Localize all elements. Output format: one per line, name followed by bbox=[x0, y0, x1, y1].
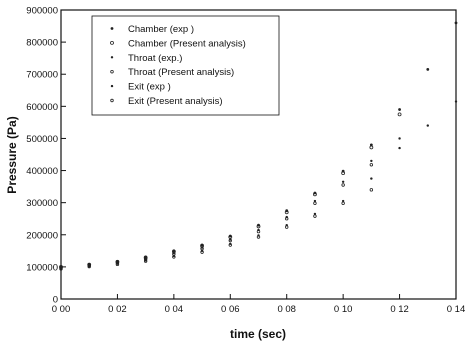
x-tick-label: 0 06 bbox=[221, 304, 240, 315]
data-point bbox=[369, 163, 374, 167]
y-tick-label: 0 bbox=[53, 295, 58, 306]
data-point bbox=[313, 212, 317, 216]
data-point bbox=[200, 250, 204, 254]
y-tick-label: 500000 bbox=[26, 134, 58, 145]
data-point bbox=[426, 124, 429, 127]
series-4 bbox=[59, 163, 374, 270]
data-point bbox=[370, 177, 373, 180]
x-tick-label: 0 12 bbox=[390, 304, 409, 315]
x-tick-label: 0 00 bbox=[52, 304, 71, 315]
y-tick-label: 200000 bbox=[26, 230, 58, 241]
data-point bbox=[369, 143, 373, 147]
legend-entry: Exit (exp ) bbox=[128, 82, 171, 93]
data-point bbox=[398, 137, 401, 140]
data-point bbox=[398, 108, 401, 111]
x-axis-title: time (sec) bbox=[230, 327, 286, 341]
y-tick-label: 300000 bbox=[26, 198, 58, 209]
data-point bbox=[370, 159, 373, 163]
data-point bbox=[285, 225, 289, 229]
legend-entry: Chamber (Present analysis) bbox=[128, 38, 246, 49]
data-point bbox=[341, 201, 345, 206]
y-tick-label: 700000 bbox=[26, 70, 58, 81]
legend-marker bbox=[110, 98, 114, 103]
data-point bbox=[454, 100, 458, 103]
y-tick-label: 800000 bbox=[26, 38, 58, 49]
data-point bbox=[313, 199, 317, 203]
legend-marker bbox=[110, 84, 114, 88]
data-point bbox=[369, 188, 374, 192]
x-tick-label: 0 02 bbox=[108, 304, 127, 315]
legend-marker bbox=[110, 41, 114, 45]
x-tick-label: 0 04 bbox=[165, 304, 184, 315]
y-axis-title: Pressure (Pa) bbox=[5, 116, 19, 193]
y-tick-label: 900000 bbox=[26, 6, 58, 17]
data-point bbox=[285, 217, 289, 221]
x-tick-label: 0 14 bbox=[447, 304, 466, 315]
data-point bbox=[341, 180, 345, 183]
data-point bbox=[172, 255, 176, 259]
data-point bbox=[398, 146, 401, 150]
data-point bbox=[59, 267, 63, 271]
legend: Chamber (exp ) Chamber (Present analysis)… bbox=[91, 15, 280, 116]
legend-marker bbox=[110, 69, 114, 74]
data-point bbox=[284, 210, 289, 215]
data-point bbox=[115, 262, 120, 267]
data-point bbox=[369, 145, 374, 150]
data-point bbox=[256, 224, 261, 229]
series-3 bbox=[59, 137, 401, 269]
legend-entry: Chamber (exp ) bbox=[128, 24, 194, 35]
data-point bbox=[341, 183, 345, 187]
data-point bbox=[228, 238, 232, 243]
data-point bbox=[341, 199, 345, 203]
x-tick-label: 0 08 bbox=[277, 304, 296, 315]
y-tick-label: 100000 bbox=[26, 262, 58, 273]
data-point bbox=[256, 235, 261, 239]
plot-area-frame bbox=[60, 9, 457, 300]
data-point bbox=[313, 201, 317, 206]
y-tick-label: 600000 bbox=[26, 102, 58, 113]
legend-marker bbox=[110, 27, 114, 30]
series-5 bbox=[59, 100, 458, 270]
data-point bbox=[397, 112, 402, 117]
data-point bbox=[313, 214, 317, 218]
legend-entry: Throat (exp.) bbox=[128, 53, 182, 64]
legend-entry: Throat (Present analysis) bbox=[128, 67, 234, 78]
legend-entry: Exit (Present analysis) bbox=[128, 96, 223, 107]
data-point bbox=[426, 68, 430, 71]
axis-ticks: 0 00 0 02 0 04 0 06 0 08 0 10 0 12 0 14 0 100000 2… bbox=[26, 6, 465, 316]
y-tick-label: 400000 bbox=[26, 166, 58, 177]
data-point bbox=[228, 243, 232, 247]
data-point bbox=[454, 21, 458, 25]
data-point bbox=[313, 192, 317, 197]
data-point bbox=[341, 171, 346, 176]
x-tick-label: 0 10 bbox=[334, 304, 353, 315]
series-2 bbox=[59, 112, 402, 269]
data-series bbox=[59, 21, 458, 271]
data-point bbox=[87, 264, 91, 269]
legend-box bbox=[91, 15, 280, 116]
series-6 bbox=[59, 188, 374, 271]
legend-marker bbox=[110, 56, 114, 59]
data-point bbox=[143, 259, 148, 263]
data-point bbox=[256, 229, 261, 234]
